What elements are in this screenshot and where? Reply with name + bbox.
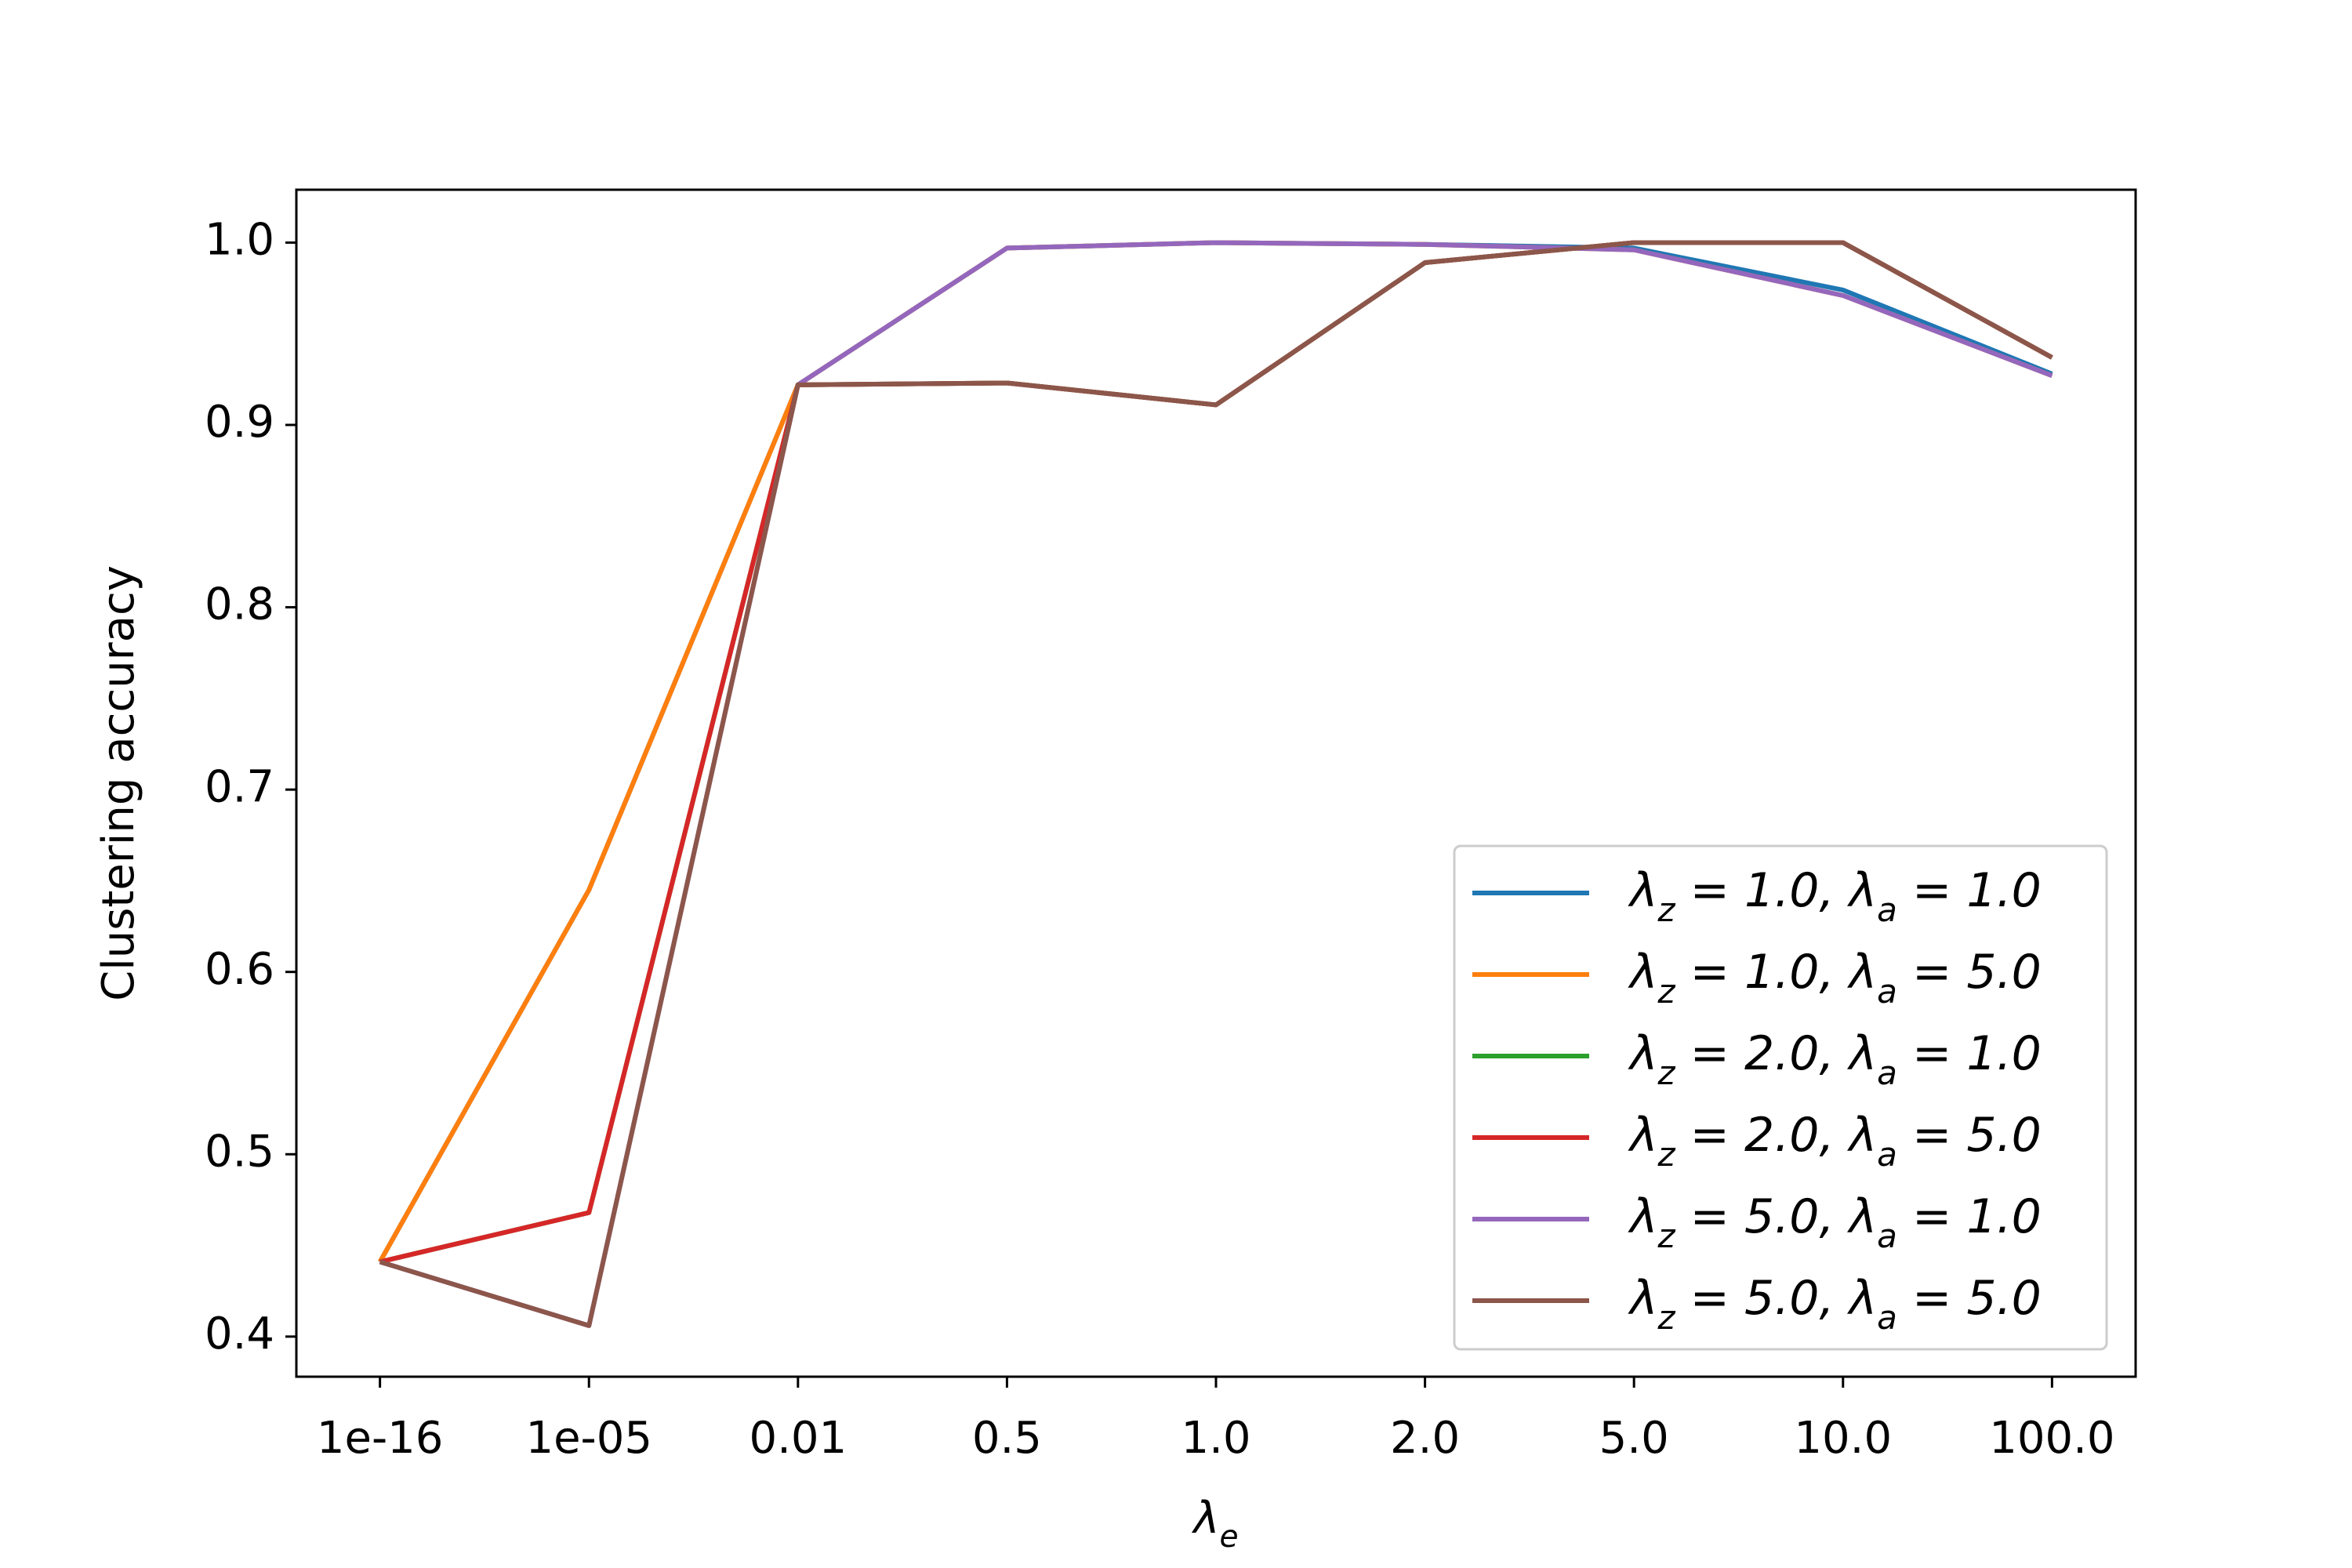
legend-label: λz = 1.0, λa = 5.0: [1628, 945, 2042, 1011]
x-axis-label: λe: [1191, 1493, 1238, 1555]
y-tick-label: 0.5: [205, 1126, 274, 1177]
x-tick-label: 10.0: [1794, 1413, 1892, 1464]
legend-label: λz = 1.0, λa = 1.0: [1628, 863, 2042, 929]
series-line: [379, 240, 2053, 1328]
x-tick-label: 0.01: [749, 1413, 847, 1464]
y-tick-label: 0.7: [205, 761, 274, 812]
x-tick-label: 100.0: [1989, 1413, 2114, 1464]
x-tick-label: 1e-16: [317, 1413, 444, 1464]
axes-frame: [295, 188, 2137, 1378]
y-tick-label: 0.8: [205, 579, 274, 630]
legend-label: λz = 2.0, λa = 5.0: [1628, 1108, 2042, 1174]
legend-label: λz = 2.0, λa = 1.0: [1628, 1026, 2042, 1092]
x-tick-label: 1.0: [1181, 1413, 1250, 1464]
y-tick-label: 0.6: [205, 944, 274, 995]
legend-box: [1453, 844, 2108, 1351]
x-tick-label: 2.0: [1390, 1413, 1460, 1464]
x-tick-label: 1e-05: [525, 1413, 652, 1464]
legend-label: λz = 5.0, λa = 1.0: [1628, 1189, 2042, 1255]
x-tick-label: 0.5: [972, 1413, 1042, 1464]
y-axis-label: Clustering accuracy: [93, 565, 144, 1001]
y-tick-label: 0.4: [205, 1308, 274, 1359]
y-tick-label: 1.0: [205, 215, 274, 266]
y-tick-label: 0.9: [205, 397, 274, 448]
legend-label: λz = 5.0, λa = 5.0: [1628, 1271, 2042, 1337]
x-tick-label: 5.0: [1599, 1413, 1669, 1464]
